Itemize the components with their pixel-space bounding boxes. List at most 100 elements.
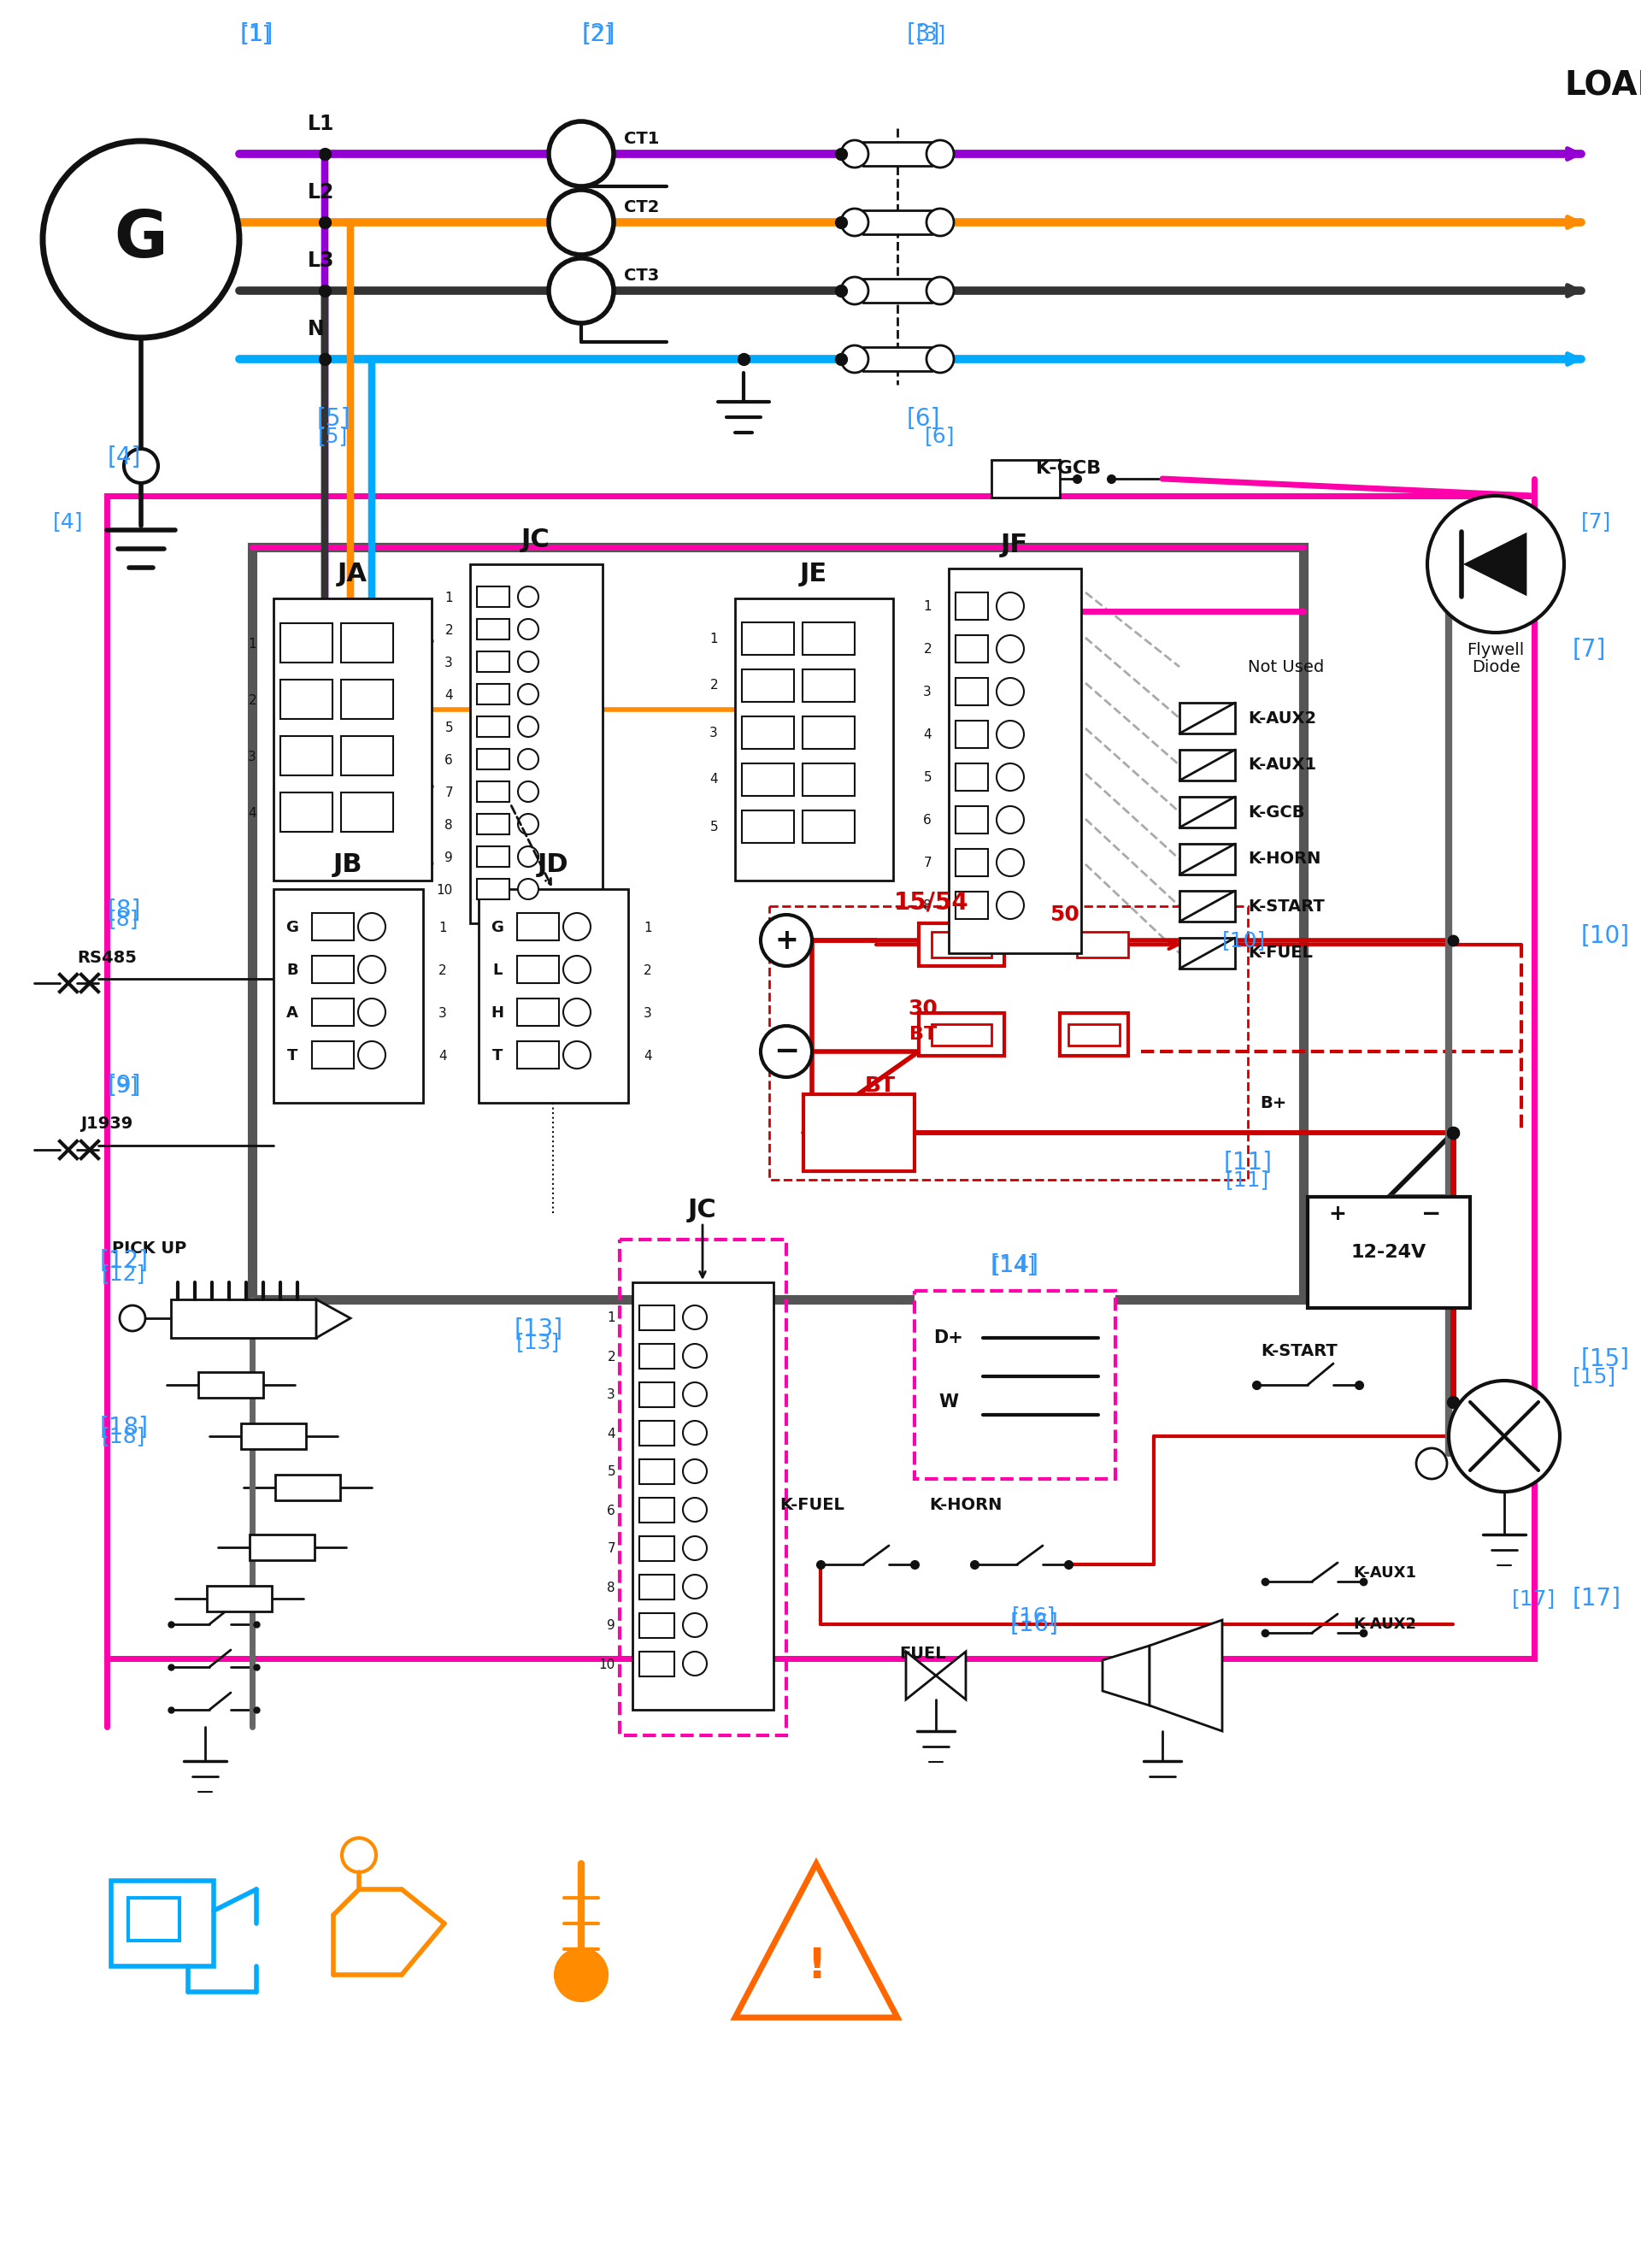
Text: CT2: CT2 <box>624 200 660 215</box>
FancyBboxPatch shape <box>478 878 509 900</box>
Text: K-FUEL: K-FUEL <box>779 1497 845 1513</box>
Circle shape <box>358 914 386 941</box>
FancyBboxPatch shape <box>804 1093 914 1170</box>
Text: JA: JA <box>336 562 368 587</box>
Text: 30: 30 <box>907 998 939 1018</box>
Text: [1]: [1] <box>241 25 271 45</box>
Circle shape <box>519 619 538 640</box>
Text: K-AUX1: K-AUX1 <box>1247 758 1316 773</box>
FancyBboxPatch shape <box>478 619 509 640</box>
Text: 7: 7 <box>445 787 453 798</box>
Circle shape <box>563 914 591 941</box>
Text: 15/54: 15/54 <box>894 889 970 914</box>
Text: 3: 3 <box>438 1007 446 1018</box>
FancyBboxPatch shape <box>640 1651 674 1676</box>
Text: [3]: [3] <box>906 23 940 45</box>
FancyBboxPatch shape <box>1180 751 1236 780</box>
Text: 1: 1 <box>924 601 932 612</box>
Text: 5: 5 <box>709 821 719 832</box>
Text: W: W <box>939 1393 958 1411</box>
Text: [14]: [14] <box>993 1254 1037 1275</box>
Text: 3: 3 <box>607 1388 615 1402</box>
Circle shape <box>519 748 538 769</box>
Text: [13]: [13] <box>514 1318 563 1340</box>
Text: [12]: [12] <box>102 1263 146 1284</box>
FancyBboxPatch shape <box>517 914 560 941</box>
FancyBboxPatch shape <box>955 678 988 705</box>
Text: 1: 1 <box>643 921 651 934</box>
Text: N: N <box>309 320 325 340</box>
Circle shape <box>548 259 614 322</box>
Text: 1: 1 <box>709 633 719 644</box>
FancyBboxPatch shape <box>955 635 988 662</box>
FancyBboxPatch shape <box>742 764 794 796</box>
FancyBboxPatch shape <box>640 1535 674 1560</box>
Text: 10: 10 <box>437 885 453 896</box>
Text: 2: 2 <box>438 964 446 978</box>
Text: 7: 7 <box>607 1542 615 1556</box>
FancyBboxPatch shape <box>478 814 509 835</box>
FancyBboxPatch shape <box>478 685 509 705</box>
FancyBboxPatch shape <box>640 1497 674 1522</box>
FancyBboxPatch shape <box>802 669 855 701</box>
FancyBboxPatch shape <box>274 889 423 1102</box>
Text: LOAD: LOAD <box>1564 70 1641 102</box>
FancyBboxPatch shape <box>478 651 509 671</box>
Circle shape <box>1428 497 1564 633</box>
Circle shape <box>996 592 1024 619</box>
Text: 6: 6 <box>445 753 453 767</box>
FancyBboxPatch shape <box>478 846 509 866</box>
Polygon shape <box>1150 1619 1223 1730</box>
FancyBboxPatch shape <box>478 587 509 608</box>
Text: CT1: CT1 <box>624 129 660 147</box>
Text: 1: 1 <box>438 921 446 934</box>
Circle shape <box>683 1497 707 1522</box>
FancyBboxPatch shape <box>955 721 988 748</box>
Circle shape <box>683 1420 707 1445</box>
FancyBboxPatch shape <box>341 680 394 719</box>
Circle shape <box>519 717 538 737</box>
Circle shape <box>519 651 538 671</box>
Text: B: B <box>287 962 299 978</box>
Circle shape <box>840 277 868 304</box>
FancyBboxPatch shape <box>955 805 988 835</box>
Text: [5]: [5] <box>317 406 350 431</box>
Text: !: ! <box>807 1946 825 1987</box>
Text: 4: 4 <box>924 728 932 742</box>
Text: 2: 2 <box>248 694 256 708</box>
Text: BT: BT <box>909 1025 937 1043</box>
Text: 3: 3 <box>924 685 932 699</box>
FancyBboxPatch shape <box>802 621 855 655</box>
Circle shape <box>683 1381 707 1406</box>
Text: [17]: [17] <box>1511 1588 1556 1608</box>
Polygon shape <box>317 1300 351 1338</box>
FancyBboxPatch shape <box>919 923 1004 966</box>
FancyBboxPatch shape <box>955 764 988 792</box>
Text: K-AUX1: K-AUX1 <box>1352 1565 1416 1581</box>
Text: K-FUEL: K-FUEL <box>1247 946 1313 962</box>
Circle shape <box>996 721 1024 748</box>
FancyBboxPatch shape <box>341 737 394 776</box>
Circle shape <box>563 1041 591 1068</box>
Text: K-START: K-START <box>1247 898 1324 914</box>
FancyBboxPatch shape <box>281 680 333 719</box>
FancyBboxPatch shape <box>479 889 629 1102</box>
Circle shape <box>519 587 538 608</box>
FancyBboxPatch shape <box>1180 796 1236 828</box>
Text: Diode: Diode <box>1472 658 1520 676</box>
Text: 50: 50 <box>1049 905 1080 925</box>
Circle shape <box>519 878 538 900</box>
FancyBboxPatch shape <box>802 810 855 844</box>
Circle shape <box>358 998 386 1025</box>
Text: 8: 8 <box>607 1581 615 1594</box>
Text: 1: 1 <box>248 637 256 651</box>
FancyBboxPatch shape <box>1180 703 1236 733</box>
Text: L1: L1 <box>309 113 335 134</box>
FancyBboxPatch shape <box>932 932 991 957</box>
Text: [14]: [14] <box>990 1254 1039 1277</box>
Text: [17]: [17] <box>1572 1588 1621 1610</box>
FancyBboxPatch shape <box>735 599 893 880</box>
Text: [8]: [8] <box>108 909 139 930</box>
FancyBboxPatch shape <box>312 1041 354 1068</box>
Circle shape <box>996 678 1024 705</box>
